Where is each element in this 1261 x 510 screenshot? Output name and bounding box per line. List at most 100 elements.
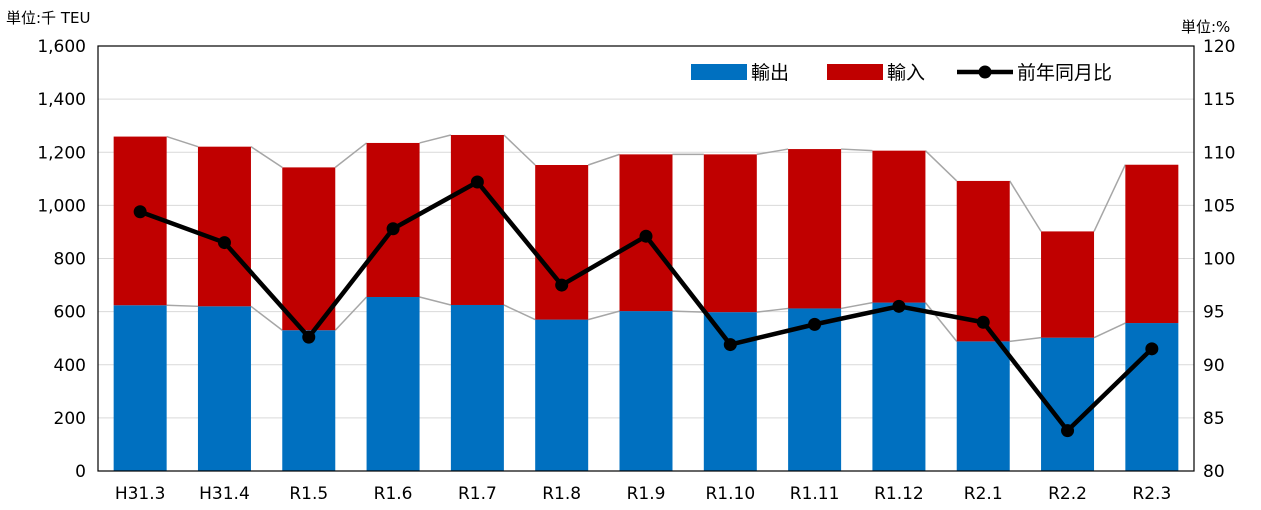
yoy-point (639, 229, 653, 243)
plot-frame (97, 45, 1195, 472)
left-axis-tick-label: 1,000 (37, 196, 86, 216)
x-axis-tick-label: R1.8 (542, 484, 581, 504)
bar-import (197, 146, 251, 307)
yoy-point (892, 299, 906, 313)
yoy-point (976, 315, 990, 329)
series-connector-line (672, 310, 704, 313)
series-connector-line (503, 134, 536, 166)
bar-import (113, 136, 167, 306)
x-axis-tick-label: R1.12 (874, 484, 924, 504)
bar-import (535, 165, 589, 320)
x-axis-tick-label: R2.1 (964, 484, 1003, 504)
yoy-line-series (133, 175, 1159, 438)
left-axis-tick-label: 1,600 (37, 37, 86, 57)
yoy-point (133, 205, 147, 219)
legend-import-label: 輸入 (887, 62, 925, 84)
left-axis-unit-label: 単位:千 TEU (6, 9, 90, 27)
legend-import-swatch (827, 64, 883, 80)
right-axis-tick-label: 120 (1203, 37, 1235, 57)
legend-yoy-swatch-marker (978, 65, 992, 79)
yoy-point (723, 338, 737, 352)
left-axis-tick-label: 200 (54, 409, 86, 429)
yoy-point (470, 175, 484, 189)
bar-import (788, 149, 842, 309)
series-connector-line (840, 301, 873, 310)
x-axis-tick-label: R1.6 (374, 484, 413, 504)
legend-export-swatch (691, 64, 747, 80)
series-connector-lines (166, 134, 1127, 343)
legend-export-label: 輸出 (751, 62, 789, 84)
axes (97, 45, 1195, 472)
bar-import (450, 134, 504, 305)
left-axis-tick-label: 400 (54, 356, 86, 376)
right-axis-tick-label: 95 (1203, 303, 1225, 323)
right-axis-tick-label: 110 (1203, 143, 1235, 163)
right-axis-unit-label: 単位:% (1181, 18, 1230, 36)
yoy-point (386, 222, 400, 236)
bar-export (872, 302, 926, 471)
right-axis-tick-label: 85 (1203, 409, 1225, 429)
x-axis-tick-label: R2.3 (1132, 484, 1171, 504)
bar-export (535, 319, 589, 471)
x-axis-tick-label: R1.5 (289, 484, 328, 504)
series-connector-line (250, 146, 283, 169)
bar-export (366, 297, 420, 471)
bar-export (956, 341, 1010, 471)
bar-import (872, 150, 926, 303)
bar-export (788, 308, 842, 471)
yoy-point (555, 278, 569, 292)
series-connector-line (419, 134, 452, 144)
bar-import (956, 180, 1010, 342)
x-axis-tick-label: R1.7 (458, 484, 497, 504)
series-connector-line (756, 307, 789, 313)
legend: 輸出 輸入 前年同月比 (691, 62, 1112, 84)
right-axis-tick-label: 105 (1203, 196, 1235, 216)
x-axis-tick-label: R2.2 (1048, 484, 1087, 504)
x-axis-tick-label: R1.11 (790, 484, 840, 504)
bars (113, 134, 1179, 471)
series-connector-line (419, 296, 452, 306)
series-connector-line (1009, 336, 1042, 343)
right-axis-tick-label: 100 (1203, 250, 1235, 270)
bar-export (619, 311, 673, 471)
x-axis-tick-label: R1.10 (705, 484, 755, 504)
series-connector-line (166, 304, 198, 308)
bar-import (1041, 231, 1095, 338)
series-connector-line (250, 305, 283, 331)
yoy-point (808, 317, 822, 331)
left-axis-tick-label: 800 (54, 250, 86, 270)
x-axis-tick-label: R1.9 (627, 484, 666, 504)
series-connector-line (756, 148, 789, 156)
series-connector-line (334, 296, 368, 331)
series-connector-line (1093, 322, 1126, 339)
right-axis-tick-label: 90 (1203, 356, 1225, 376)
right-axis-tick-label: 115 (1203, 90, 1235, 110)
bar-import (1125, 164, 1179, 324)
x-axis-tick-label: H31.4 (199, 484, 250, 504)
left-axis-tick-label: 0 (75, 462, 86, 482)
yoy-point (1145, 342, 1159, 356)
series-connector-line (924, 150, 958, 182)
series-connector-line (924, 302, 958, 342)
bar-export (703, 312, 757, 471)
series-connector-line (503, 304, 536, 321)
series-connector-line (841, 148, 873, 152)
left-axis-tick-label: 600 (54, 303, 86, 323)
bar-export (113, 305, 167, 471)
bar-import (282, 167, 336, 331)
series-connector-line (587, 310, 620, 321)
x-axis-tick-label: H31.3 (115, 484, 166, 504)
series-connector-line (1093, 164, 1127, 232)
series-connector-line (334, 142, 368, 168)
bar-export (282, 330, 336, 471)
tick-labels: 0 200 400 600 800 1,000 1,200 1,400 1,600 80 85 90 9… (37, 37, 1235, 504)
yoy-point (1061, 424, 1075, 438)
bar-export (450, 304, 504, 471)
left-axis-tick-label: 1,400 (37, 90, 86, 110)
legend-yoy-label: 前年同月比 (1017, 62, 1112, 84)
series-connector-line (587, 153, 620, 166)
right-axis-tick-label: 80 (1203, 462, 1225, 482)
bar-import (703, 154, 757, 313)
